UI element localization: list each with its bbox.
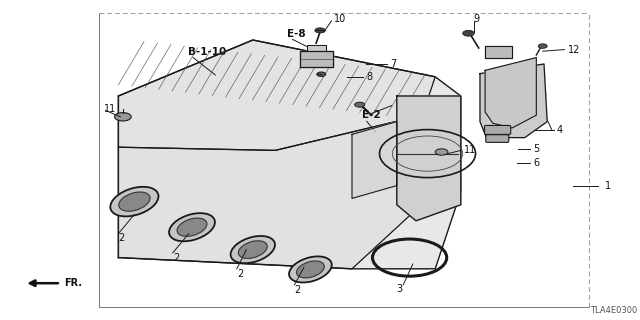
Text: 4: 4 [557,124,563,135]
FancyBboxPatch shape [484,125,511,134]
Text: 8: 8 [366,72,372,82]
Ellipse shape [119,192,150,211]
Circle shape [538,44,547,48]
Polygon shape [397,96,461,221]
Polygon shape [118,115,435,269]
Text: E-2: E-2 [362,110,380,120]
Ellipse shape [289,256,332,283]
Ellipse shape [238,241,268,259]
Text: 11: 11 [104,104,116,114]
Text: 6: 6 [533,158,540,168]
Ellipse shape [169,213,215,241]
Ellipse shape [296,261,324,278]
Polygon shape [118,40,461,269]
Text: 2: 2 [294,284,301,295]
Text: 7: 7 [390,59,397,69]
Polygon shape [118,40,435,150]
Polygon shape [480,64,547,138]
Text: 3: 3 [397,284,403,294]
Polygon shape [307,45,326,51]
Text: 1: 1 [605,180,611,191]
Polygon shape [485,46,512,58]
Ellipse shape [177,218,207,236]
Ellipse shape [110,187,159,216]
Text: 2: 2 [173,252,179,263]
Text: 11: 11 [464,145,476,156]
Circle shape [463,30,474,36]
Text: 13: 13 [395,100,407,111]
Circle shape [315,28,325,33]
Text: 5: 5 [533,144,540,154]
Polygon shape [352,122,397,198]
Text: 10: 10 [334,14,346,24]
Text: TLA4E0300: TLA4E0300 [589,306,637,315]
Text: 2: 2 [118,233,125,244]
Text: B-1-10: B-1-10 [188,47,226,57]
Polygon shape [485,58,536,128]
Ellipse shape [230,236,275,263]
Text: E-8: E-8 [287,29,305,39]
Circle shape [435,149,448,155]
Polygon shape [300,51,333,67]
Text: 2: 2 [237,268,243,279]
Text: FR.: FR. [64,278,82,288]
Circle shape [115,113,131,121]
Circle shape [317,72,326,76]
Text: 9: 9 [474,14,480,24]
Text: 12: 12 [568,44,580,55]
FancyBboxPatch shape [486,135,509,142]
Circle shape [355,102,365,107]
